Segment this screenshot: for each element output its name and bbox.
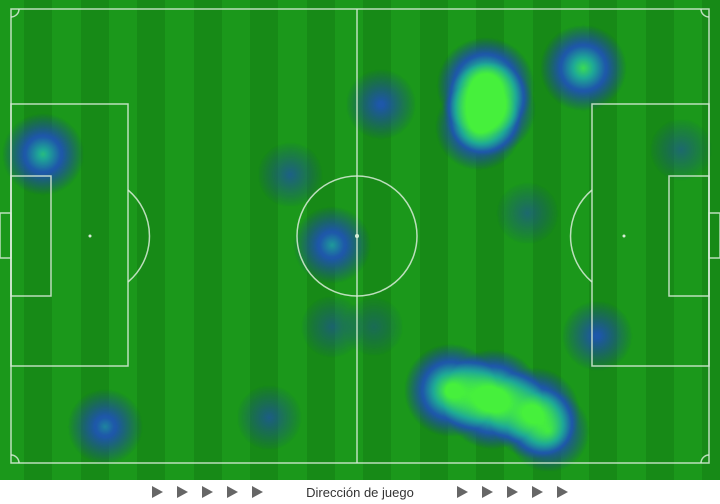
arrow-right-icon <box>531 486 543 498</box>
left-penalty-arc <box>127 189 151 283</box>
left-goal <box>0 212 12 259</box>
arrow-right-icon <box>252 486 264 498</box>
heat-point <box>580 65 586 71</box>
heatmap-layer <box>0 0 720 480</box>
arrow-right-icon <box>152 486 164 498</box>
heat-point <box>532 410 538 416</box>
pitch-lines <box>0 8 720 464</box>
left-goal-area <box>10 175 52 297</box>
heat-point <box>448 387 454 393</box>
arrow-right-icon <box>556 486 568 498</box>
right-penalty-box <box>591 103 710 367</box>
heat-point <box>483 83 489 89</box>
arrow-right-icon <box>177 486 189 498</box>
center-circle <box>296 175 418 297</box>
penalty-spot <box>622 234 626 238</box>
right-goal <box>708 212 720 259</box>
heat-point <box>287 172 293 178</box>
arrow-right-icon <box>227 486 239 498</box>
heat-point <box>371 324 377 330</box>
right-penalty-arc <box>569 189 593 283</box>
heat-point <box>490 396 496 402</box>
penalty-spot <box>88 234 92 238</box>
corner-arc <box>10 454 20 464</box>
pitch-boundary <box>10 8 710 464</box>
arrow-right-icon <box>202 486 214 498</box>
arrow-right-icon <box>506 486 518 498</box>
corner-arc <box>700 454 710 464</box>
corner-arc <box>10 8 20 18</box>
left-penalty-box <box>10 103 129 367</box>
heat-point <box>594 333 600 339</box>
direction-label: Dirección de juego <box>306 484 414 500</box>
heat-point <box>40 151 46 157</box>
right-goal-area <box>668 175 710 297</box>
heat-point <box>329 324 335 330</box>
heat-point <box>545 428 551 434</box>
heat-point <box>476 124 482 130</box>
heat-point <box>102 424 108 430</box>
heat-point <box>525 210 531 216</box>
center-spot <box>355 234 359 238</box>
heat-point <box>378 101 384 107</box>
arrow-right-icon <box>481 486 493 498</box>
heat-point <box>678 147 684 153</box>
direction-of-play: Dirección de juego <box>0 480 720 504</box>
heat-point <box>329 242 335 248</box>
pitch <box>0 0 720 480</box>
heat-point <box>266 415 272 421</box>
arrow-right-icon <box>456 486 468 498</box>
heat-point <box>486 106 492 112</box>
corner-arc <box>700 8 710 18</box>
